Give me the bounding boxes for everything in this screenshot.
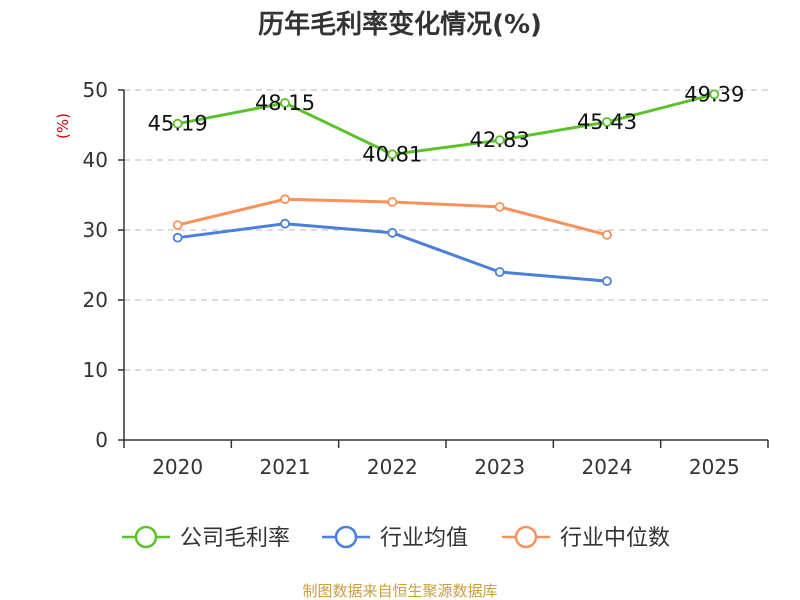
series-lines: [172, 89, 720, 287]
point-行业均值-2021: [280, 218, 290, 229]
x-tick-label-2025: 2025: [689, 455, 740, 479]
x-tick-label-2020: 2020: [152, 455, 203, 479]
data-label-2020: 45.19: [148, 112, 208, 136]
legend-item-公司毛利率: 公司毛利率: [122, 525, 290, 551]
series-line-公司毛利率: [177, 92, 715, 156]
legend-marker: [334, 525, 358, 549]
data-label-2022: 40.81: [362, 142, 422, 166]
legend-item-行业中位数: 行业中位数: [502, 525, 670, 551]
source-note: 制图数据来自恒生聚源数据库: [302, 582, 497, 600]
legend-item-行业均值: 行业均值: [322, 525, 468, 551]
point-行业均值-2024: [602, 276, 612, 287]
point-公司毛利率-2022: [387, 149, 398, 160]
point-行业均值-2023: [494, 267, 505, 277]
series-行业均值: [172, 218, 612, 287]
data-label-2024: 45.43: [577, 110, 637, 134]
y-tick-label: 40: [83, 148, 108, 172]
chart-title: 历年毛利率变化情况(%): [258, 9, 542, 40]
point-公司毛利率-2023: [494, 135, 505, 146]
point-公司毛利率-2025: [709, 89, 720, 100]
point-公司毛利率-2020: [172, 118, 183, 129]
x-tick-label-2024: 2024: [582, 455, 633, 479]
y-tick-label: 50: [83, 78, 108, 102]
y-tick-label: 20: [83, 288, 108, 312]
y-tick-label: 10: [83, 358, 108, 382]
x-tick-label-2022: 2022: [367, 455, 418, 479]
y-tick-label: 30: [83, 218, 108, 242]
legend: 公司毛利率 行业均值 行业中位数: [122, 525, 670, 551]
x-tick-label-2023: 2023: [474, 455, 525, 479]
legend-marker: [134, 525, 158, 549]
data-label-2021: 48.15: [255, 91, 315, 115]
point-行业中位数-2020: [172, 220, 183, 231]
data-label-2023: 42.83: [470, 128, 530, 152]
gridlines: [124, 89, 768, 371]
axes: 0 10 20 30 40 50 2020 2021 2022 2023 2024 2025: [83, 78, 769, 479]
legend-label: 公司毛利率: [180, 526, 290, 551]
point-行业中位数-2024: [602, 229, 612, 240]
y-axis-label: (%): [54, 113, 72, 139]
point-行业中位数-2022: [387, 197, 398, 207]
legend-label: 行业中位数: [560, 526, 670, 551]
point-行业均值-2022: [387, 227, 398, 238]
point-行业中位数-2023: [494, 201, 505, 212]
point-行业均值-2020: [172, 232, 183, 243]
point-公司毛利率-2024: [602, 117, 612, 127]
data-labels: 45.19 48.15 40.81 42.83 45.43 49.39: [148, 82, 745, 166]
y-tick-label: 0: [95, 428, 108, 452]
legend-marker: [514, 525, 538, 549]
series-公司毛利率: [172, 89, 720, 160]
legend-label: 行业均值: [380, 526, 468, 551]
series-行业中位数: [172, 194, 612, 240]
point-公司毛利率-2021: [280, 98, 290, 108]
point-行业中位数-2021: [280, 194, 290, 205]
data-label-2025: 49.39: [684, 82, 744, 106]
x-tick-label-2021: 2021: [260, 455, 311, 479]
